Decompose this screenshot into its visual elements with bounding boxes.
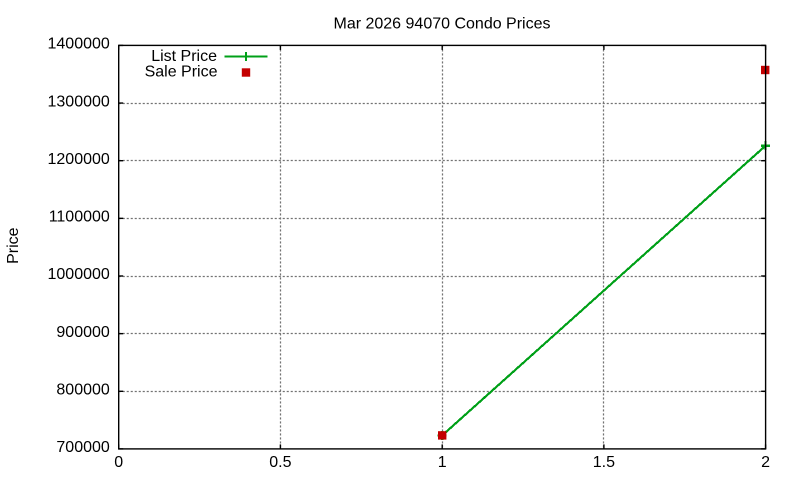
svg-text:1.5: 1.5 — [593, 454, 615, 471]
svg-text:2: 2 — [761, 454, 770, 471]
svg-text:0.5: 0.5 — [269, 454, 291, 471]
svg-text:1400000: 1400000 — [48, 36, 110, 53]
svg-text:900000: 900000 — [56, 324, 109, 341]
svg-text:1200000: 1200000 — [48, 151, 110, 168]
svg-text:700000: 700000 — [56, 439, 109, 456]
svg-text:Mar 2026 94070 Condo Prices: Mar 2026 94070 Condo Prices — [333, 16, 550, 33]
svg-text:Price: Price — [5, 227, 22, 264]
svg-text:800000: 800000 — [56, 382, 109, 399]
svg-text:1000000: 1000000 — [48, 266, 110, 283]
svg-text:Sale Price: Sale Price — [145, 64, 218, 81]
svg-text:1300000: 1300000 — [48, 93, 110, 110]
svg-text:1: 1 — [438, 454, 447, 471]
svg-text:List Price: List Price — [151, 48, 217, 65]
svg-text:0: 0 — [114, 454, 123, 471]
svg-text:1100000: 1100000 — [49, 209, 110, 226]
